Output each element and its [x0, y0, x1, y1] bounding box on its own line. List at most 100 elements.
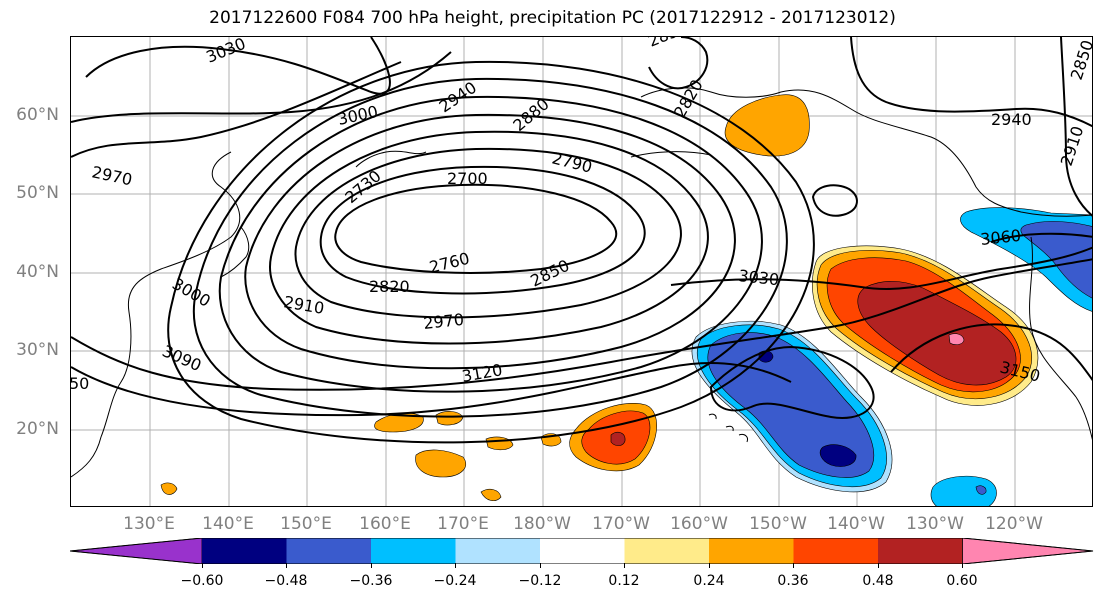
colorbar-tickmark-10: [962, 563, 963, 568]
colorbar-tick-8: 0.36: [777, 573, 809, 589]
colorbar-segment-3: [371, 538, 456, 564]
contour-3030-east: [670, 246, 1092, 290]
colorbar-segment-7: [709, 538, 794, 564]
colorbar-tickmark-2: [286, 563, 287, 568]
contour-3000: [71, 51, 452, 123]
colorbar-tickmark-4: [455, 563, 456, 568]
precip-negative-southeast: [930, 475, 997, 506]
colorbar-tick-7: 0.24: [693, 573, 725, 589]
contour-label-3030-e: 3030: [738, 266, 780, 289]
precip-positive-alaska: [724, 94, 810, 157]
precip-positive-ne-pacific-darkred: [857, 281, 1017, 386]
lon-label-160w: 160°W: [670, 514, 728, 534]
lon-label-140w: 140°W: [827, 514, 885, 534]
contour-label-2820: 2820: [369, 277, 410, 296]
colorbar-tick-2: −0.48: [264, 573, 308, 589]
lon-label-140e: 140°E: [202, 514, 254, 534]
colorbar-segment-8: [793, 538, 878, 564]
contour-2820: [244, 113, 736, 370]
contour-label-2850-n: 2850: [645, 37, 690, 51]
coast-asia: [71, 151, 241, 478]
contour-label-2970: 2970: [90, 162, 134, 189]
coast-alaska: [640, 87, 1092, 217]
contour-label-2970-s: 2970: [422, 310, 464, 333]
contour-label-2940: 2940: [436, 78, 480, 117]
contour-label-2730: 2730: [341, 166, 384, 207]
precip-negative-southeast-blue: [975, 485, 987, 495]
contour-3060: [990, 232, 1092, 243]
colorbar-segment-6: [624, 538, 709, 564]
map-canvas: 3030 3000 2970 2940 2880 2850 2820 2790 …: [71, 37, 1092, 506]
precip-negative-central-navy-b: [819, 444, 857, 467]
precip-positive-west-g: [480, 488, 502, 501]
lon-label-160e: 160°E: [359, 514, 411, 534]
colorbar-tick-10: 0.60: [946, 573, 978, 589]
height-contours: [71, 37, 1092, 444]
lat-label-60n: 60°N: [16, 105, 59, 125]
contour-label-50-edge: 50: [71, 374, 89, 393]
coast-hawaii: [708, 413, 748, 443]
lon-label-130w: 130°W: [906, 514, 964, 534]
lon-label-150e: 150°E: [280, 514, 332, 534]
map-title: 2017122600 F084 700 hPa height, precipit…: [209, 8, 896, 28]
precip-positive-west-d: [415, 449, 467, 478]
colorbar-tick-9: 0.48: [862, 573, 894, 589]
colorbar-tick-1: −0.60: [180, 573, 224, 589]
contour-label-2820-n: 2820: [670, 76, 707, 121]
contour-label-3000-w: 3000: [169, 274, 214, 311]
contour-label-3090: 3090: [159, 341, 204, 375]
colorbar-tick-4: −0.24: [433, 573, 477, 589]
colorbar-tickmark-9: [878, 563, 879, 568]
lon-label-170w: 170°W: [592, 514, 650, 534]
colorbar-extend-high: [962, 538, 1094, 564]
colorbar-extend-low: [70, 538, 203, 564]
contour-2850: [218, 95, 763, 393]
colorbar-tick-3: −0.36: [349, 573, 393, 589]
precip-positive-west-c: [485, 436, 514, 451]
contour-2910: [167, 60, 815, 444]
contour-label-3030-nw: 3030: [203, 37, 248, 67]
contour-3120: [71, 362, 792, 417]
lon-label-170e: 170°E: [437, 514, 489, 534]
contour-2880: [192, 77, 788, 418]
coast-north-america: [1029, 236, 1092, 441]
lat-label-20n: 20°N: [16, 419, 59, 439]
coast-japan: [220, 226, 250, 278]
precip-positive-west-b: [435, 411, 464, 426]
precip-positive-ne-pacific-pink: [948, 333, 965, 345]
colorbar-outline: [70, 538, 1094, 564]
contour-3030-nw: [85, 37, 391, 95]
colorbar-segment-1: [202, 538, 287, 564]
lat-label-30n: 30°N: [16, 340, 59, 360]
colorbar-tickmark-8: [793, 563, 794, 568]
colorbar: [70, 538, 1094, 564]
colorbar-tick-6: 0.12: [608, 573, 640, 589]
contour-closed-small: [811, 184, 858, 217]
lon-label-130e: 130°E: [123, 514, 175, 534]
contour-label-3000: 3000: [336, 102, 380, 129]
map-panel: 3030 3000 2970 2940 2880 2850 2820 2790 …: [70, 36, 1093, 507]
coast-kamchatka: [355, 150, 427, 168]
colorbar-tick-5: −0.12: [518, 573, 562, 589]
contour-label-3120: 3120: [460, 360, 503, 386]
colorbar-tickmark-3: [371, 563, 372, 568]
lon-label-150w: 150°W: [749, 514, 807, 534]
contour-label-3060: 3060: [979, 226, 1021, 249]
colorbar-segment-9: [878, 538, 963, 564]
colorbar-segment-2: [286, 538, 371, 564]
contour-cutoff-low: [709, 345, 875, 419]
contour-2820-n: [648, 37, 709, 90]
contour-2790: [269, 130, 709, 345]
lon-label-180w: 180°W: [513, 514, 571, 534]
colorbar-tickmark-6: [624, 563, 625, 568]
colorbar-tickmark-5: [540, 563, 541, 568]
contour-2760: [294, 147, 682, 319]
contour-3150: [890, 323, 1092, 381]
lat-label-40n: 40°N: [16, 262, 59, 282]
contour-label-2910-ne: 2910: [1057, 124, 1088, 169]
contour-label-2700: 2700: [447, 169, 488, 188]
colorbar-tickmark-7: [709, 563, 710, 568]
precip-positive-central-darkred: [610, 432, 626, 446]
contour-label-2940-ne: 2940: [991, 110, 1032, 129]
precip-shading: [160, 94, 1092, 506]
